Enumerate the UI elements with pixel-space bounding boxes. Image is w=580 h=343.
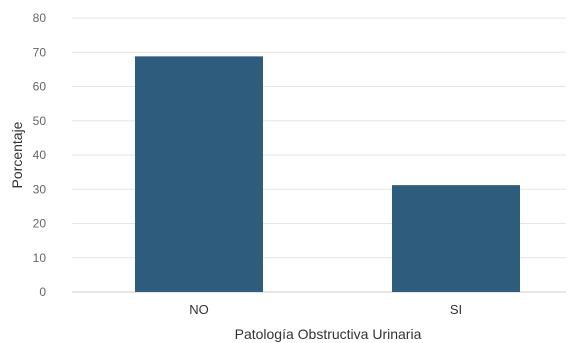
x-tick-label: NO <box>189 302 209 317</box>
y-tick-label: 60 <box>33 80 47 94</box>
x-axis-ticks: NO SI <box>189 302 462 317</box>
y-tick-label: 0 <box>39 285 46 299</box>
y-tick-label: 30 <box>33 182 47 196</box>
y-tick-label: 80 <box>33 11 47 25</box>
bars <box>135 56 520 292</box>
y-axis-ticks: 0 10 20 30 40 50 60 70 80 <box>33 11 47 299</box>
bar-no <box>135 56 263 292</box>
y-tick-label: 70 <box>33 45 47 59</box>
y-tick-label: 40 <box>33 148 47 162</box>
x-axis-title: Patología Obstructiva Urinaria <box>235 326 422 342</box>
y-tick-label: 20 <box>33 217 47 231</box>
x-tick-label: SI <box>450 302 462 317</box>
y-tick-label: 10 <box>33 251 47 265</box>
y-tick-label: 50 <box>33 114 47 128</box>
y-axis-title: Porcentaje <box>9 121 25 188</box>
bar-si <box>392 185 520 292</box>
